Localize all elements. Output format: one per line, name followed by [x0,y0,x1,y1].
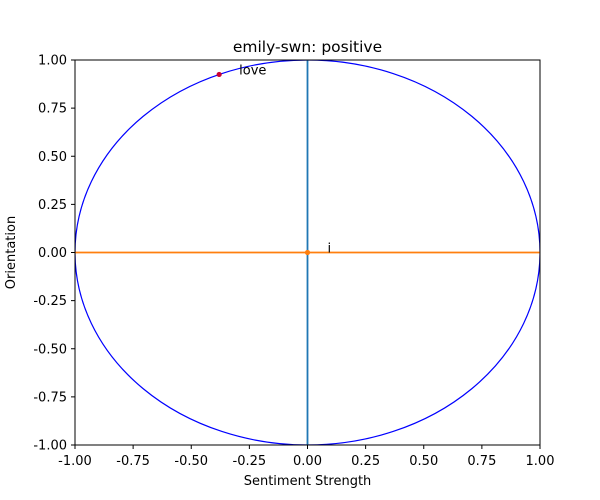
y-tick-label: 0.25 [38,198,67,213]
data-point-i [304,249,311,256]
x-tick-label: 0.25 [351,454,380,469]
x-axis-label: Sentiment Strength [244,474,372,489]
x-tick-label: 1.00 [526,454,555,469]
y-tick-label: 0.00 [38,246,67,261]
x-axis: -1.00 -0.75 -0.50 -0.25 0.00 0.25 0.50 0.75 1.00 [58,445,554,469]
plot-area [75,60,540,445]
x-tick-label: 0.00 [293,454,322,469]
y-tick-label: -0.25 [33,294,67,309]
y-tick-label: -0.50 [33,342,67,357]
y-tick-label: 0.50 [38,150,67,165]
y-tick-label: -1.00 [33,439,67,454]
x-tick-label: 0.50 [409,454,438,469]
data-point-love [216,71,222,78]
point-label-i: i [328,242,332,257]
y-tick-label: 1.00 [38,54,67,69]
y-axis: -1.00 -0.75 -0.50 -0.25 0.00 0.25 0.50 0.75 1.00 [33,54,75,454]
x-tick-label: -0.50 [174,454,208,469]
y-axis-label: Orientation [4,216,19,289]
x-tick-label: -1.00 [58,454,92,469]
x-tick-label: -0.25 [233,454,267,469]
chart-title: emily-swn: positive [233,38,382,56]
x-tick-label: -0.75 [116,454,150,469]
x-tick-label: 0.75 [467,454,496,469]
y-tick-label: 0.75 [38,102,67,117]
y-tick-label: -0.75 [33,390,67,405]
point-labels: love i [239,63,331,256]
point-label-love: love [239,63,266,78]
